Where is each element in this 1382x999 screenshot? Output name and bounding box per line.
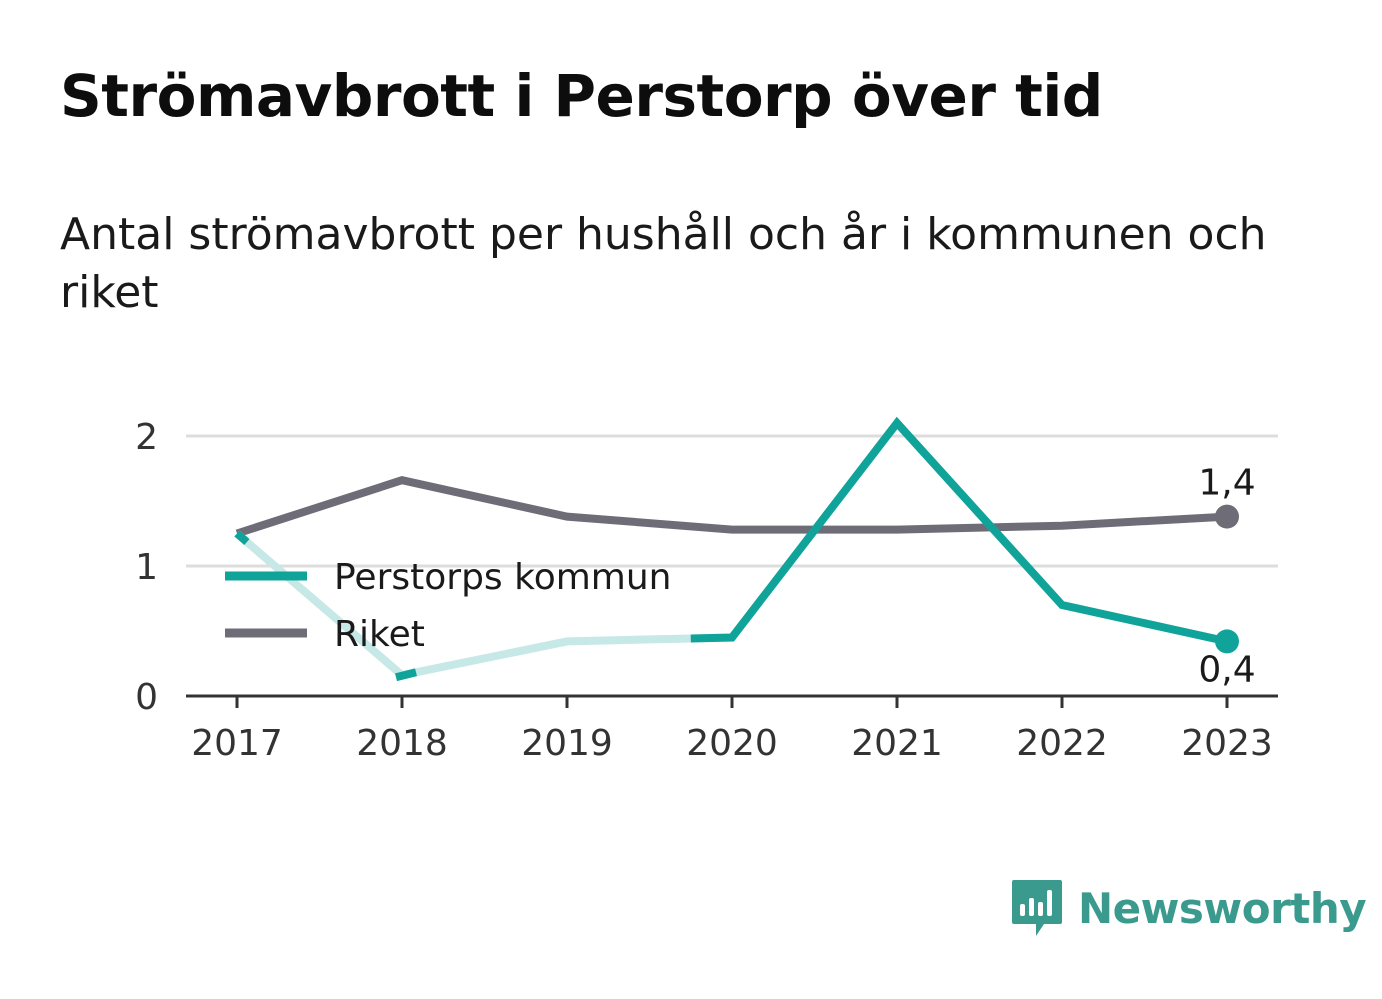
series-line-perstorp [690, 416, 1228, 646]
chart-subtitle: Antal strömavbrott per hushåll och år i … [60, 209, 1267, 318]
data-label-riket: 1,4 [1198, 463, 1255, 504]
x-tick-label: 2018 [356, 723, 448, 764]
x-tick-label: 2019 [521, 723, 613, 764]
x-tick-label: 2022 [1016, 723, 1108, 764]
series-line-perstorp-faded [234, 530, 691, 680]
end-marker-perstorp [1215, 629, 1239, 654]
x-tick-label: 2023 [1181, 723, 1273, 764]
x-tick-label: 2021 [851, 723, 943, 764]
newsworthy-logo: Newsworthy [1010, 878, 1367, 938]
end-marker-riket [1215, 504, 1239, 529]
chart-title: Strömavbrott i Perstorp över tid [60, 62, 1103, 130]
series-segment-perstorp-start [234, 530, 250, 546]
y-tick-label: 2 [135, 417, 158, 458]
bar-chart-logo-icon [1012, 880, 1062, 936]
legend-item-riket-label: Riket [334, 614, 425, 655]
series-line-riket [235, 476, 1228, 538]
y-tick-label: 1 [135, 547, 158, 588]
data-label-perstorp: 0,4 [1198, 649, 1255, 690]
legend-item-perstorp-label: Perstorps kommun [334, 557, 671, 598]
x-tick-label: 2017 [191, 723, 283, 764]
brand-name: Newsworthy [1078, 883, 1367, 933]
y-tick-label: 0 [135, 677, 158, 718]
series-segment-perstorp-dip [395, 668, 417, 682]
x-tick-label: 2020 [686, 723, 778, 764]
